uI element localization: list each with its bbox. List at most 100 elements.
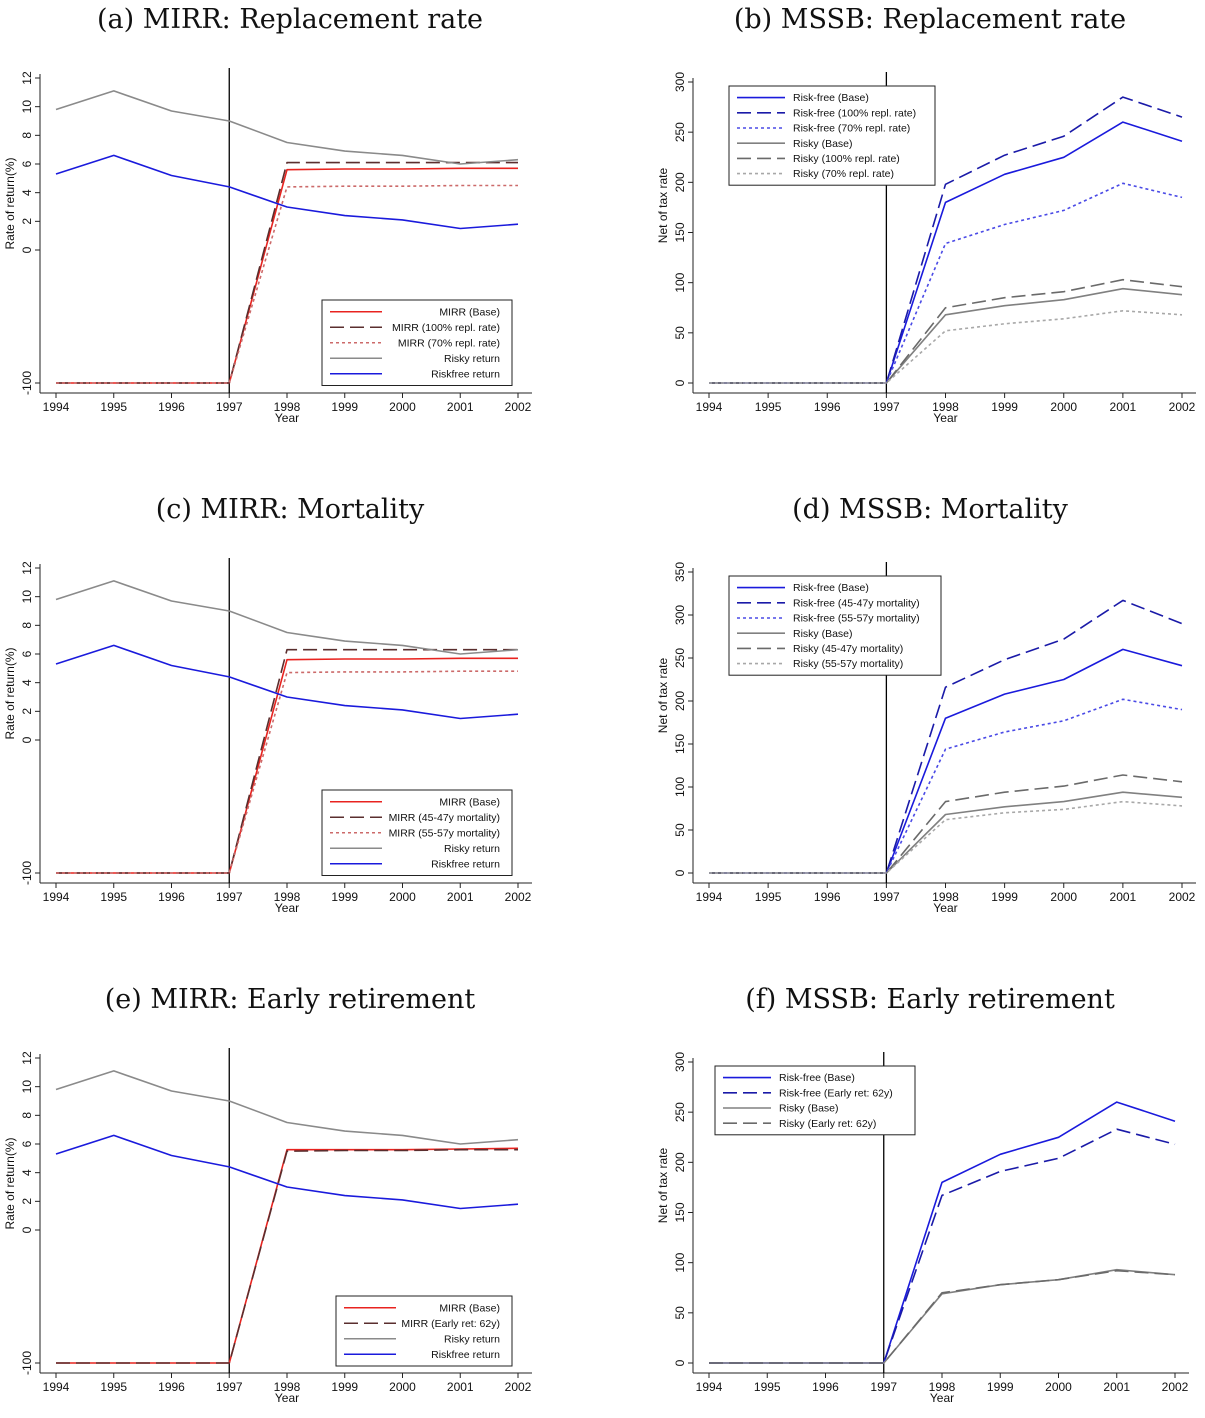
x-tick-label: 1995 xyxy=(755,890,782,904)
x-axis-label: Year xyxy=(930,1391,954,1405)
y-tick-label: 10 xyxy=(20,100,34,114)
x-tick-label: 1995 xyxy=(100,1380,127,1394)
y-axis-label: Net of tax rate xyxy=(656,167,670,243)
y-tick-label: 200 xyxy=(673,172,687,192)
legend-label: Risky (70% repl. rate) xyxy=(793,168,894,180)
x-tick-label: 2001 xyxy=(447,1380,474,1394)
x-tick-label: 1996 xyxy=(812,1380,839,1394)
legend-label: Risk-free (Early ret: 62y) xyxy=(779,1087,893,1099)
series-line-6 xyxy=(709,800,1183,874)
x-tick-label: 2000 xyxy=(1050,400,1077,414)
legend-label: Risky return xyxy=(444,1333,500,1345)
legend-label: Risky (Base) xyxy=(779,1103,839,1115)
legend-label: Riskfree return xyxy=(431,858,500,870)
x-tick-label: 1998 xyxy=(932,400,959,414)
y-tick-label: 12 xyxy=(20,1051,34,1065)
x-tick-label: 1997 xyxy=(216,890,243,904)
y-axis-label: Rate of return(%) xyxy=(3,1137,17,1229)
legend-box xyxy=(728,85,936,186)
y-tick-label: 150 xyxy=(673,222,687,242)
series-line-4 xyxy=(709,1269,1176,1364)
panel-f-title: (f) MSSB: Early retirement xyxy=(745,984,1115,1015)
x-tick-label: 1998 xyxy=(932,890,959,904)
y-tick-label: -100 xyxy=(20,371,34,395)
legend-label: Risky (45-47y mortality) xyxy=(793,643,903,655)
x-tick-label: 1995 xyxy=(100,400,127,414)
y-tick-label: 350 xyxy=(673,562,687,582)
y-tick-label: 300 xyxy=(673,1052,687,1072)
y-tick-label: 2 xyxy=(20,1198,34,1205)
x-tick-label: 2000 xyxy=(389,1380,416,1394)
legend-label: MIRR (45-47y mortality) xyxy=(389,812,500,824)
x-tick-label: 2001 xyxy=(1110,400,1137,414)
x-axis-label: Year xyxy=(933,901,957,915)
y-tick-label: 0 xyxy=(673,379,687,386)
x-tick-label: 1995 xyxy=(755,400,782,414)
y-axis-label: Rate of return(%) xyxy=(3,647,17,739)
legend-label: MIRR (Base) xyxy=(439,306,500,318)
x-tick-label: 1994 xyxy=(696,1380,723,1394)
series-line-3 xyxy=(55,1070,519,1145)
y-tick-label: 4 xyxy=(20,1169,34,1176)
series-line-4 xyxy=(55,90,519,165)
x-tick-label: 1996 xyxy=(158,400,185,414)
series-line-4 xyxy=(55,580,519,655)
x-tick-label: 2000 xyxy=(1045,1380,1072,1394)
legend-label: Risk-free (Base) xyxy=(779,1072,855,1084)
y-tick-label: 8 xyxy=(20,132,34,139)
y-tick-label: 150 xyxy=(673,1202,687,1222)
y-tick-label: 100 xyxy=(673,272,687,292)
series-line-2 xyxy=(709,96,1183,384)
chart-panel-d: 0 50 100 150 200 250 300 350 1994 1995 1996 1997 199… xyxy=(656,562,1196,915)
x-tick-label: 2002 xyxy=(1169,890,1196,904)
x-tick-label: 2001 xyxy=(447,400,474,414)
legend-label: Risky return xyxy=(444,353,500,365)
legend-label: Risk-free (45-47y mortality) xyxy=(793,597,920,609)
x-tick-label: 1998 xyxy=(274,400,301,414)
legend-label: MIRR (Base) xyxy=(439,1302,500,1314)
series-line-2 xyxy=(56,1148,518,1364)
x-axis-label: Year xyxy=(275,411,299,425)
legend-label: Risk-free (100% repl. rate) xyxy=(793,107,916,119)
y-tick-label: 200 xyxy=(673,1152,687,1172)
x-tick-label: 1996 xyxy=(814,400,841,414)
x-tick-label: 1998 xyxy=(274,1380,301,1394)
x-tick-label: 1996 xyxy=(814,890,841,904)
legend-label: MIRR (Base) xyxy=(439,796,500,808)
y-tick-label: 300 xyxy=(673,72,687,92)
y-tick-label: 0 xyxy=(673,869,687,876)
chart-panel-a: -100 0 2 4 6 8 10 12 1994 1995 1996 1997 1998 1999 200… xyxy=(3,68,532,425)
y-tick-label: 100 xyxy=(673,1252,687,1272)
y-tick-label: 200 xyxy=(673,691,687,711)
x-tick-label: 2000 xyxy=(389,400,416,414)
y-tick-label: 2 xyxy=(20,218,34,225)
x-tick-label: 1999 xyxy=(331,400,358,414)
panel-d-title: (d) MSSB: Mortality xyxy=(792,494,1068,525)
y-tick-label: 250 xyxy=(673,122,687,142)
y-tick-label: 6 xyxy=(20,1140,34,1147)
x-tick-label: 2002 xyxy=(1169,400,1196,414)
legend-box xyxy=(728,575,942,676)
panel-c-title: (c) MIRR: Mortality xyxy=(155,494,425,525)
legend-label: Risk-free (55-57y mortality) xyxy=(793,613,920,625)
legend-label: Risky (55-57y mortality) xyxy=(793,658,903,670)
x-tick-label: 2000 xyxy=(1050,890,1077,904)
legend-label: Risk-free (Base) xyxy=(793,582,869,594)
x-tick-label: 2000 xyxy=(389,890,416,904)
x-tick-label: 2002 xyxy=(505,1380,532,1394)
y-tick-label: -100 xyxy=(20,861,34,885)
panel-e-title: (e) MIRR: Early retirement xyxy=(104,984,476,1015)
y-tick-label: 0 xyxy=(20,1226,34,1233)
x-tick-label: 1994 xyxy=(696,400,723,414)
x-tick-label: 1995 xyxy=(754,1380,781,1394)
series-line-4 xyxy=(709,791,1183,874)
legend-label: Risk-free (70% repl. rate) xyxy=(793,123,910,135)
y-tick-label: 50 xyxy=(673,823,687,837)
legend-label: Riskfree return xyxy=(431,368,500,380)
series-line-3 xyxy=(709,182,1183,384)
legend-label: Risky (Early ret: 62y) xyxy=(779,1118,876,1130)
x-tick-label: 1999 xyxy=(991,400,1018,414)
y-tick-label: 12 xyxy=(20,71,34,85)
x-tick-label: 1999 xyxy=(331,1380,358,1394)
y-tick-label: 300 xyxy=(673,605,687,625)
